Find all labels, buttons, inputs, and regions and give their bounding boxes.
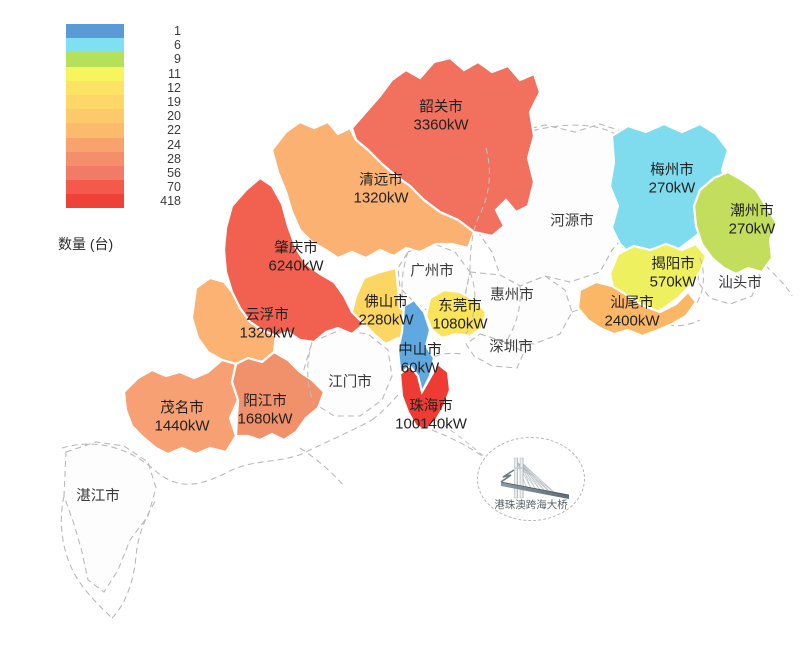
legend-label-11: 11 — [168, 66, 181, 81]
legend-label-1: 1 — [174, 24, 181, 38]
blank-regions-group — [63, 123, 761, 593]
region-dongguan[interactable] — [424, 288, 488, 340]
bridge-inset: 港珠澳跨海大桥 — [477, 437, 585, 521]
legend-label-70: 70 — [167, 180, 181, 195]
legend-label-19: 19 — [167, 94, 181, 109]
legend-swatch-6 — [66, 38, 124, 53]
legend-swatch-56 — [66, 165, 124, 181]
legend-label-22: 22 — [167, 123, 181, 138]
colored-regions-group — [122, 56, 778, 456]
internal-boundary-dashes — [307, 147, 705, 405]
region-chaozhou[interactable] — [692, 170, 778, 276]
legend-swatch-1 — [66, 24, 124, 39]
legend-swatch-9 — [66, 52, 124, 67]
region-shanwei[interactable] — [576, 280, 698, 338]
legend-swatch-22 — [66, 123, 124, 138]
legend-swatch-11 — [66, 66, 124, 81]
inset-caption: 港珠澳跨海大桥 — [494, 499, 568, 511]
region-zhuhai[interactable] — [398, 362, 452, 432]
legend-label-56: 56 — [167, 165, 181, 180]
legend-swatch-418 — [66, 194, 124, 209]
legend-label-418: 418 — [160, 194, 181, 209]
legend: 1 6 9 11 12 19 20 22 24 28 56 70 418 数量 (台) — [58, 24, 186, 252]
legend-color-bar — [66, 24, 124, 209]
inset-leader-line — [435, 419, 487, 459]
legend-swatch-19 — [66, 94, 124, 110]
inset-circle-outline — [477, 437, 585, 521]
legend-label-6: 6 — [174, 38, 181, 53]
region-maoming[interactable] — [122, 358, 240, 456]
legend-label-28: 28 — [167, 151, 181, 166]
legend-swatch-24 — [66, 137, 124, 152]
legend-swatch-12 — [66, 80, 124, 95]
legend-label-20: 20 — [167, 109, 181, 124]
legend-swatch-20 — [66, 109, 124, 124]
bridge-illustration-icon — [500, 457, 570, 499]
region-qingyuan[interactable] — [270, 120, 476, 260]
legend-tick-labels: 1 6 9 11 12 19 20 22 24 28 56 70 418 — [126, 24, 184, 208]
legend-label-9: 9 — [174, 52, 181, 67]
region-yangjiang[interactable] — [230, 350, 326, 442]
legend-label-24: 24 — [167, 137, 181, 152]
legend-swatch-70 — [66, 180, 124, 195]
region-zhanjiang[interactable] — [63, 441, 157, 593]
legend-swatch-28 — [66, 151, 124, 166]
region-shenzhen[interactable] — [465, 333, 525, 369]
legend-title: 数量 (台) — [58, 236, 114, 252]
legend-label-12: 12 — [167, 80, 181, 95]
